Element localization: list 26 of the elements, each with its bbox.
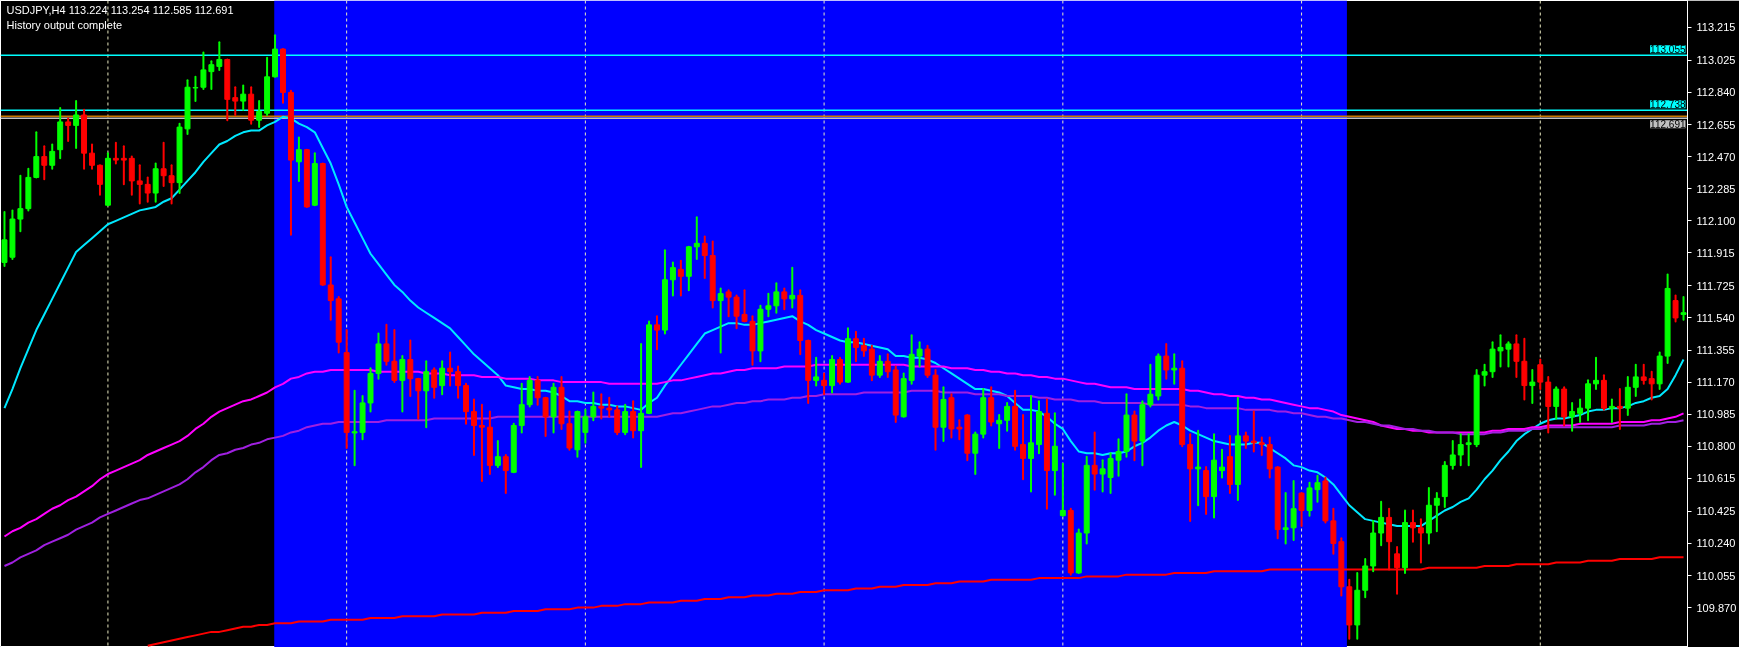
y-tick-label: 111.540 [1696, 311, 1735, 324]
y-tick-label: 110.985 [1696, 408, 1736, 421]
y-tick-label: 111.170 [1696, 376, 1735, 389]
y-tick-label: 111.915 [1696, 246, 1735, 259]
y-tick-label: 110.055 [1696, 569, 1736, 582]
y-tick-label: 110.240 [1696, 537, 1736, 550]
chart-title: USDJPY,H4 113.224 113.254 112.585 112.691 [6, 3, 234, 16]
y-tick-label: 112.470 [1696, 150, 1736, 163]
y-tick-label: 112.285 [1696, 182, 1736, 195]
y-tick-label: 113.215 [1696, 21, 1736, 34]
y-tick-label: 109.870 [1696, 601, 1737, 614]
y-tick-label: 111.725 [1696, 279, 1735, 292]
ref-line-label: 112.738 [1650, 99, 1686, 111]
y-tick-label: 112.840 [1696, 86, 1736, 99]
ref-line-label: 112.691 [1650, 119, 1686, 131]
y-tick-label: 110.615 [1696, 472, 1736, 485]
candlestick [606, 396, 613, 418]
y-tick-label: 113.025 [1696, 54, 1736, 67]
y-tick-label: 112.655 [1696, 118, 1736, 131]
ref-line-label: 113.055 [1650, 44, 1686, 56]
y-tick-label: 112.100 [1696, 214, 1736, 227]
y-tick-label: 110.800 [1696, 440, 1736, 453]
y-tick-label: 110.425 [1696, 505, 1736, 518]
y-tick-label: 111.355 [1696, 344, 1735, 357]
line-series [3, 389, 1685, 567]
text: History output complete [6, 18, 123, 31]
